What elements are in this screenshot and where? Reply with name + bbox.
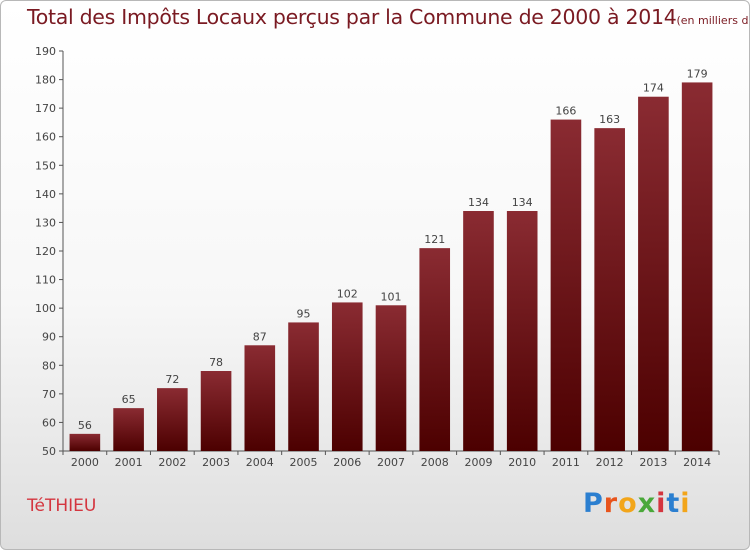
data-label-2010: 134 (512, 196, 533, 209)
data-label-2006: 102 (337, 287, 358, 300)
y-tick-label-50: 50 (42, 445, 56, 458)
bar-2009 (463, 211, 494, 451)
bar-2005 (288, 322, 319, 451)
logo-letter-3: x (637, 488, 657, 519)
x-tick-label-2014: 2014 (683, 456, 711, 469)
data-label-2008: 121 (424, 233, 445, 246)
data-label-2004: 87 (253, 330, 267, 343)
x-tick-label-2012: 2012 (596, 456, 624, 469)
data-label-2007: 101 (381, 290, 402, 303)
logo-letter-2: o (618, 488, 638, 519)
x-tick-label-2007: 2007 (377, 456, 405, 469)
chart-unit-note: (en milliers d'€) (676, 14, 749, 27)
data-label-2012: 163 (599, 113, 620, 126)
chart-axes: 50 60 70 80 90 100 110 120 130 140 150 160 170 180 190 (35, 45, 720, 458)
bar-2013 (638, 96, 669, 451)
y-tick-label-130: 130 (35, 216, 56, 229)
x-tick-label-2002: 2002 (158, 456, 186, 469)
data-label-2011: 166 (555, 105, 576, 118)
x-tick-label-2000: 2000 (71, 456, 99, 469)
chart-title-text: Total des Impôts Locaux perçus par la Co… (27, 5, 677, 29)
bar-2007 (375, 305, 407, 451)
bar-2002 (157, 388, 188, 451)
chart-title: Total des Impôts Locaux perçus par la Co… (27, 5, 749, 29)
y-tick-label-190: 190 (35, 45, 56, 58)
bar-2011 (550, 119, 582, 452)
y-tick-label-110: 110 (35, 274, 56, 287)
x-tick-label-2001: 2001 (115, 456, 143, 469)
logo-letter-1: r (603, 488, 619, 519)
logo-letter-0: P (583, 488, 604, 519)
x-tick-label-2005: 2005 (290, 456, 318, 469)
y-tick-label-80: 80 (42, 359, 56, 372)
y-tick-label-160: 160 (35, 131, 56, 144)
chart-bars (69, 82, 713, 452)
y-tick-label-120: 120 (35, 245, 56, 258)
bar-2004 (244, 345, 276, 451)
y-tick-label-100: 100 (35, 302, 56, 315)
x-tick-label-2008: 2008 (421, 456, 449, 469)
y-tick-label-170: 170 (35, 102, 56, 115)
bar-2010 (506, 211, 538, 451)
logo-letter-5: t (666, 488, 681, 519)
x-tick-label-2009: 2009 (464, 456, 492, 469)
bar-2001 (113, 408, 144, 451)
data-label-2003: 78 (209, 356, 223, 369)
bar-2000 (69, 433, 101, 451)
data-label-2005: 95 (297, 307, 311, 320)
logo-letter-6: i (680, 488, 691, 519)
x-tick-label-2010: 2010 (508, 456, 536, 469)
commune-name: TéTHIEU (27, 496, 97, 516)
logo-letter-4: i (656, 488, 667, 519)
data-label-2009: 134 (468, 196, 489, 209)
proxiti-logo: Proxiti (583, 488, 691, 519)
bar-2006 (331, 302, 363, 451)
y-tick-label-150: 150 (35, 159, 56, 172)
data-label-2002: 72 (165, 373, 179, 386)
y-tick-label-70: 70 (42, 388, 56, 401)
y-tick-label-140: 140 (35, 188, 56, 201)
chart-labels: 2000 56 2001 65 2002 72 2003 78 2004 87 2005 95 2006… (71, 67, 711, 469)
bar-2014 (681, 82, 713, 451)
bar-2003 (200, 371, 232, 451)
data-label-2013: 174 (643, 82, 664, 95)
y-tick-label-180: 180 (35, 74, 56, 87)
bar-2012 (594, 128, 625, 451)
y-tick-label-90: 90 (42, 331, 56, 344)
y-tick-label-60: 60 (42, 416, 56, 429)
data-label-2000: 56 (78, 419, 92, 432)
x-tick-label-2004: 2004 (246, 456, 274, 469)
x-tick-label-2011: 2011 (552, 456, 580, 469)
data-label-2014: 179 (687, 67, 708, 80)
x-tick-label-2006: 2006 (333, 456, 361, 469)
data-label-2001: 65 (122, 393, 136, 406)
bar-2008 (419, 248, 451, 451)
x-tick-label-2003: 2003 (202, 456, 230, 469)
x-tick-label-2013: 2013 (639, 456, 667, 469)
